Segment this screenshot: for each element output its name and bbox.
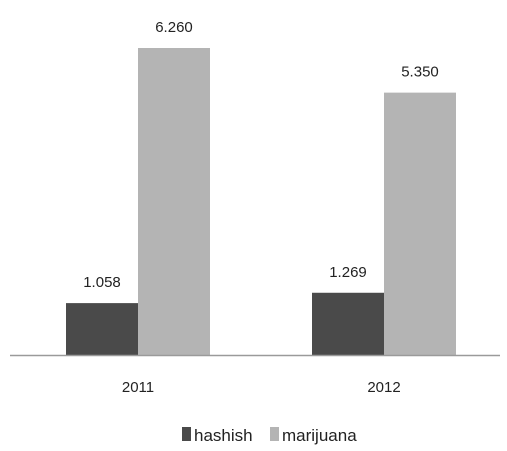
data-label-marijuana-2011: 6.260 <box>155 19 193 36</box>
legend-label-marijuana: marijuana <box>282 426 357 445</box>
bar-hashish-2012 <box>312 292 384 355</box>
bar-marijuana-2011 <box>138 48 210 355</box>
x-tick-label-2011: 2011 <box>122 379 154 396</box>
x-tick-label-2012: 2012 <box>367 379 400 396</box>
x-axis-ticks: 2011 2012 <box>122 379 401 396</box>
legend-swatch-hashish <box>182 427 191 441</box>
bar-hashish-2011 <box>66 303 138 355</box>
data-labels-layer: 1.058 6.260 1.269 5.350 <box>83 19 439 291</box>
legend-label-hashish: hashish <box>194 426 253 445</box>
legend-swatch-marijuana <box>270 427 279 441</box>
bar-marijuana-2012 <box>384 92 456 355</box>
bars-layer <box>66 48 456 355</box>
data-label-hashish-2011: 1.058 <box>83 274 121 291</box>
data-label-marijuana-2012: 5.350 <box>401 64 439 81</box>
data-label-hashish-2012: 1.269 <box>329 264 367 281</box>
legend: hashish marijuana <box>182 426 357 445</box>
